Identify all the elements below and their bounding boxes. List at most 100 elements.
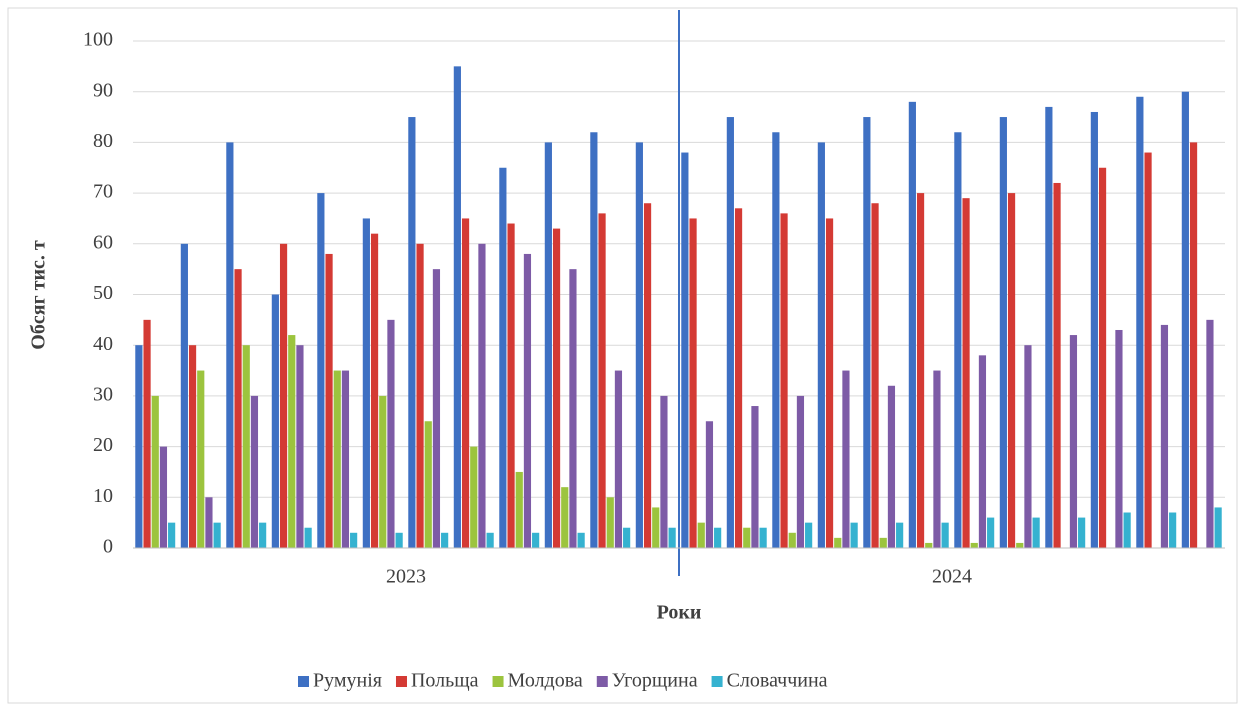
bar xyxy=(515,471,523,548)
y-tick-label: 0 xyxy=(103,536,113,558)
chart-border xyxy=(7,7,1238,704)
bar xyxy=(660,395,668,548)
bar xyxy=(1069,335,1078,548)
bar xyxy=(834,537,842,548)
bar xyxy=(987,517,995,548)
bar xyxy=(1169,512,1177,548)
bar xyxy=(197,370,205,548)
bar xyxy=(453,66,461,548)
bar xyxy=(143,319,151,548)
bar xyxy=(1098,167,1107,548)
bar xyxy=(879,537,887,548)
legend-swatch xyxy=(492,676,504,687)
y-tick-label: 70 xyxy=(93,181,113,203)
bar xyxy=(1024,345,1032,548)
bar xyxy=(441,532,449,548)
bar xyxy=(796,395,805,548)
bar xyxy=(379,395,387,548)
legend-swatch xyxy=(596,676,608,687)
bar xyxy=(751,406,759,548)
bar xyxy=(271,294,279,548)
bar xyxy=(933,370,941,548)
bar xyxy=(908,101,916,548)
y-tick-label: 30 xyxy=(93,383,113,405)
bar xyxy=(362,218,370,548)
bar xyxy=(1189,142,1198,548)
bar xyxy=(598,213,606,548)
bar xyxy=(614,370,623,548)
bar xyxy=(887,385,896,548)
bar xyxy=(552,228,561,548)
bar xyxy=(1214,507,1222,548)
bar xyxy=(780,213,788,548)
bar xyxy=(478,243,486,549)
bar xyxy=(325,253,333,548)
bar xyxy=(205,497,213,548)
bar xyxy=(788,532,796,548)
bar xyxy=(850,522,858,548)
bar xyxy=(499,167,507,548)
bar xyxy=(726,117,734,549)
bar xyxy=(416,243,424,549)
y-tick-label: 90 xyxy=(93,79,113,101)
bar xyxy=(689,218,697,548)
bar xyxy=(842,370,850,548)
bar xyxy=(577,532,585,548)
legend-label: Угорщина xyxy=(612,670,698,692)
bar xyxy=(1144,152,1152,549)
bar xyxy=(734,208,743,548)
bar xyxy=(188,345,197,548)
bar xyxy=(1206,319,1214,548)
bar xyxy=(408,117,416,549)
bar xyxy=(925,542,933,548)
bar xyxy=(279,243,288,549)
bar xyxy=(250,395,259,548)
bar xyxy=(259,522,267,548)
legend-label: Румунія xyxy=(313,670,382,692)
bar xyxy=(623,527,631,548)
y-tick-label: 40 xyxy=(93,333,113,355)
bar xyxy=(532,532,540,548)
legend-swatch xyxy=(711,676,723,687)
y-tick-label: 100 xyxy=(83,29,113,51)
bar xyxy=(561,487,569,548)
y-tick-label: 50 xyxy=(93,282,113,304)
bar xyxy=(643,203,652,549)
bar xyxy=(817,142,825,548)
bar xyxy=(606,497,614,548)
bar xyxy=(1053,182,1061,548)
bar xyxy=(341,370,350,548)
bar xyxy=(916,193,925,548)
x-group-label: 2023 xyxy=(386,566,426,588)
bar xyxy=(387,319,395,548)
bar xyxy=(1090,111,1098,548)
bar xyxy=(1032,517,1040,548)
bar xyxy=(461,218,470,548)
bar xyxy=(424,421,432,548)
bar xyxy=(569,269,577,548)
bar xyxy=(304,527,312,548)
bar xyxy=(714,527,722,548)
bar xyxy=(317,193,325,548)
bar xyxy=(333,370,341,548)
bar xyxy=(999,117,1007,549)
bar xyxy=(697,522,705,548)
y-tick-label: 60 xyxy=(93,231,113,253)
bar xyxy=(168,522,176,548)
bar xyxy=(1136,96,1144,549)
bar xyxy=(470,446,478,548)
bar xyxy=(523,253,532,548)
bar xyxy=(590,132,598,548)
bar xyxy=(825,218,834,548)
bar xyxy=(242,345,250,548)
bar xyxy=(1115,329,1123,548)
bar xyxy=(705,421,714,548)
bar xyxy=(805,522,813,548)
bar xyxy=(507,223,515,548)
bar xyxy=(544,142,552,548)
bar xyxy=(1007,193,1016,548)
bar xyxy=(978,355,987,548)
bar xyxy=(863,117,871,549)
bar xyxy=(296,345,304,548)
